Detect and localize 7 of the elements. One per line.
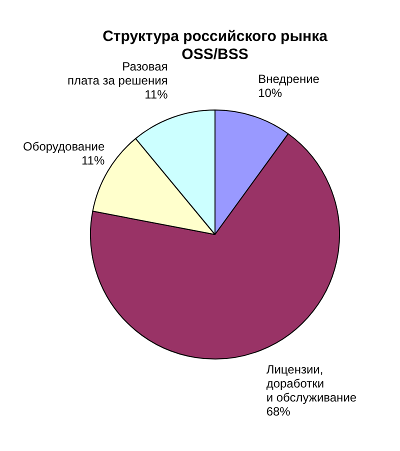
data-label: 11%	[81, 154, 105, 168]
data-label: 11%	[144, 88, 168, 102]
slice-label: Лицензии, доработки и обслуживание	[266, 362, 357, 404]
slice-label: Внедрение	[258, 72, 320, 86]
data-label: 68%	[266, 404, 291, 418]
data-label: 10%	[258, 86, 282, 100]
slice-label: Оборудование	[23, 140, 105, 154]
